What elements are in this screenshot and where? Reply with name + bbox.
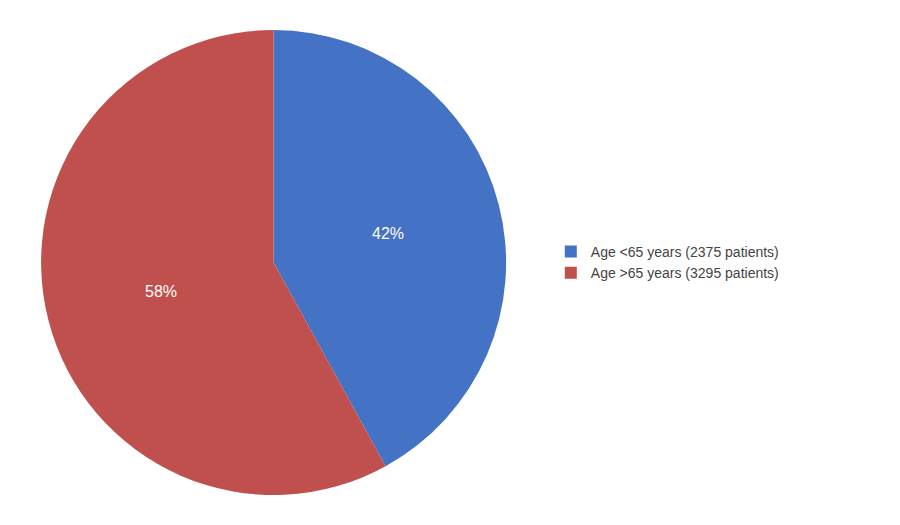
svg-text:Age >65 years (3295 patients): Age >65 years (3295 patients): [591, 265, 779, 281]
svg-text:58%: 58%: [145, 283, 177, 300]
svg-text:Age <65 years (2375 patients): Age <65 years (2375 patients): [591, 244, 779, 260]
svg-text:42%: 42%: [372, 225, 404, 242]
